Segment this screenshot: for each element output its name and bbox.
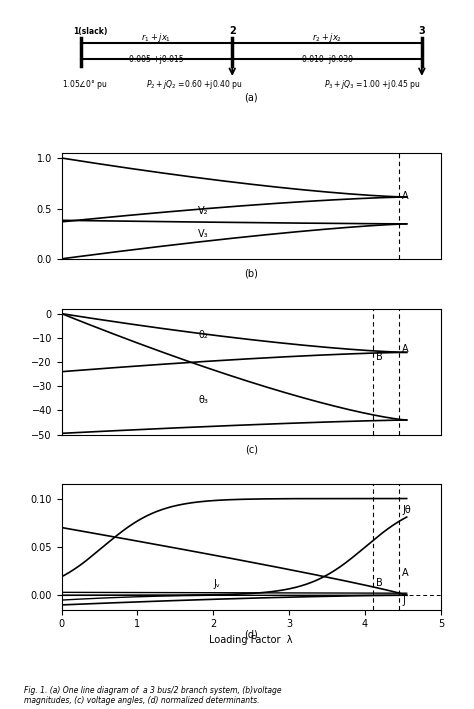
Text: $1.05\angle 0°$ pu: $1.05\angle 0°$ pu [62, 78, 108, 91]
Text: 0.010 -j0.030: 0.010 -j0.030 [301, 55, 353, 64]
Text: Jθ: Jθ [402, 505, 411, 515]
Text: V₂: V₂ [198, 206, 209, 216]
Text: (b): (b) [244, 268, 258, 279]
Text: 3: 3 [419, 26, 425, 36]
Text: (a): (a) [245, 92, 258, 102]
Text: θ₂: θ₂ [198, 330, 208, 340]
Text: 1(slack): 1(slack) [73, 28, 108, 36]
Text: 2: 2 [229, 26, 236, 36]
Text: $r_1+jx_1$: $r_1+jx_1$ [141, 31, 172, 44]
Text: (d): (d) [244, 630, 258, 640]
X-axis label: Loading Factor  λ: Loading Factor λ [210, 635, 293, 645]
Text: $P_2+jQ_2$ =0.60 +j0.40 pu: $P_2+jQ_2$ =0.60 +j0.40 pu [146, 78, 243, 91]
Text: θ₃: θ₃ [198, 395, 208, 405]
Text: B: B [375, 352, 383, 362]
Text: $r_2+jx_2$: $r_2+jx_2$ [312, 31, 342, 44]
Text: J: J [402, 596, 405, 606]
Text: B: B [375, 578, 383, 588]
Text: V₃: V₃ [198, 229, 209, 239]
Text: Fig. 1. (a) One line diagram of  a 3 bus/2 branch system, (b)voltage
magnitudes,: Fig. 1. (a) One line diagram of a 3 bus/… [24, 686, 282, 705]
Text: $P_3+jQ_3$ =1.00 +j0.45 pu: $P_3+jQ_3$ =1.00 +j0.45 pu [324, 78, 421, 91]
Text: A: A [402, 345, 409, 354]
Text: A: A [402, 191, 409, 201]
Text: 0.005 +j0.015: 0.005 +j0.015 [129, 55, 184, 64]
Text: (c): (c) [245, 444, 258, 454]
Text: Jᵥ: Jᵥ [213, 579, 220, 588]
Text: A: A [402, 568, 409, 578]
